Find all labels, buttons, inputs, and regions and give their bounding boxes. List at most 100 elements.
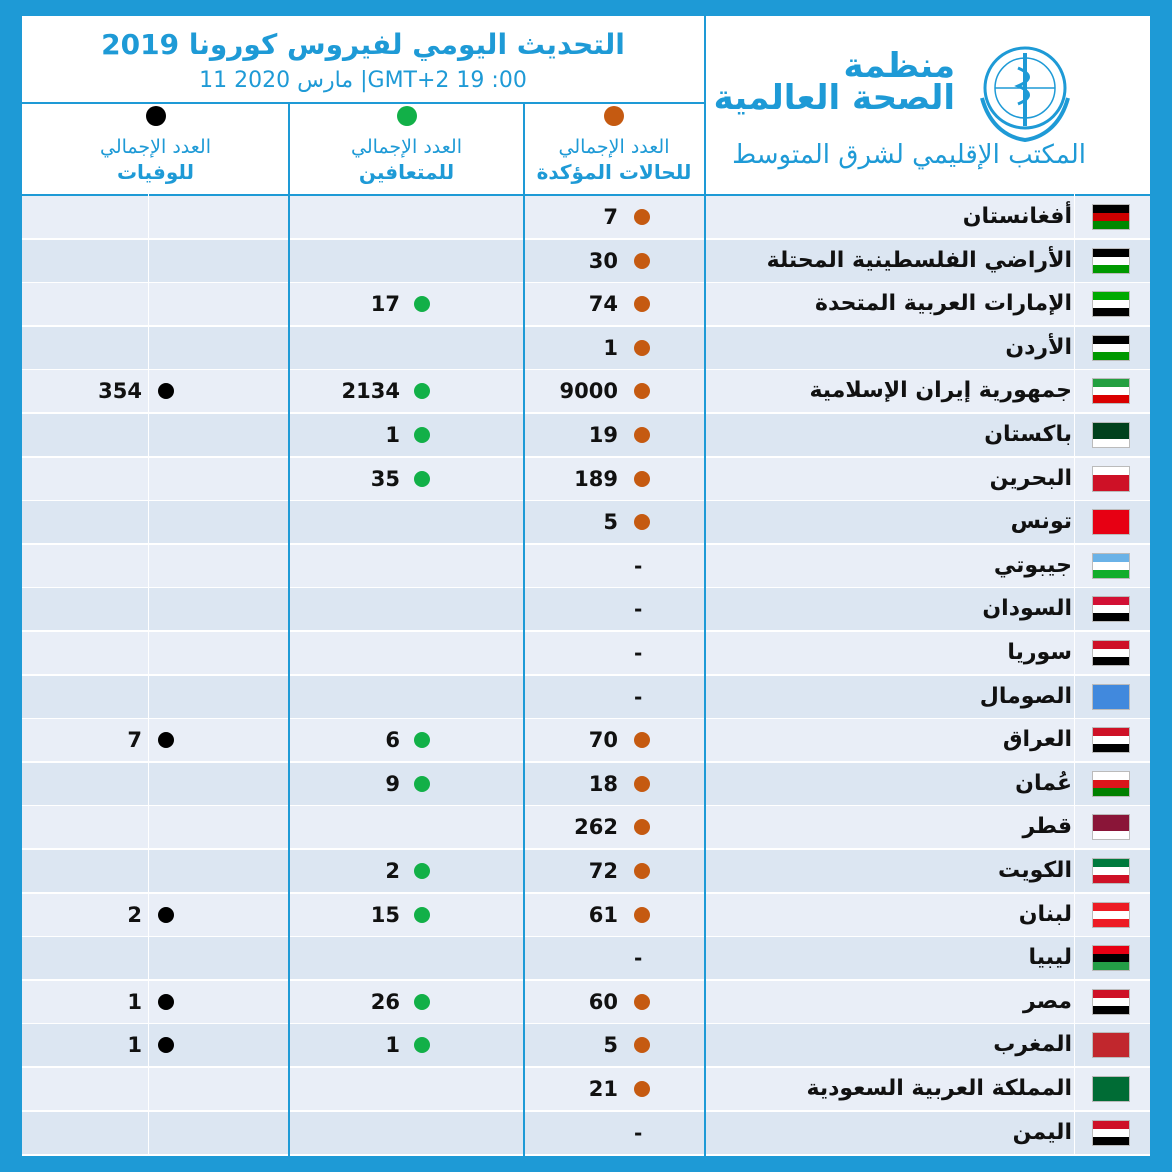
country-name: الكويت (998, 858, 1072, 883)
deaths-dot (158, 906, 174, 923)
flag-icon (1092, 204, 1130, 230)
flag-icon (1092, 552, 1130, 579)
confirmed-value: 5 (603, 1033, 618, 1058)
confirmed-value: 1 (603, 335, 618, 360)
country-name: جمهورية إيران الإسلامية (809, 378, 1072, 404)
confirmed-value: 262 (574, 815, 618, 840)
divider (288, 194, 290, 1156)
country-name: ليبيا (1028, 945, 1072, 971)
column-header-deaths: العدد الإجمالي للوفيات (22, 102, 289, 194)
who-emblem-icon (980, 46, 1070, 143)
recovered-value: 9 (385, 771, 400, 796)
table-row: تونس 5 (22, 501, 1150, 545)
flag-icon (1092, 814, 1130, 841)
country-name: تونس (1010, 509, 1072, 535)
table-row: جمهورية إيران الإسلامية 9000 2134 354 (22, 370, 1150, 414)
divider (148, 194, 149, 1156)
confirmed-dot (634, 383, 650, 400)
country-name: المغرب (993, 1032, 1072, 1058)
table-row: الكويت 72 2 (22, 850, 1150, 893)
table-row: اليمن - (22, 1111, 1150, 1155)
confirmed-value: 72 (588, 859, 618, 883)
confirmed-value: 9000 (559, 379, 618, 404)
flag-icon (1092, 1076, 1130, 1102)
table-row: جيبوتي - (22, 544, 1150, 588)
report-header: التحديث اليومي لفيروس كورونا 2019 11 مار… (22, 16, 1150, 196)
confirmed-dot (634, 732, 650, 749)
confirmed-value: - (634, 553, 643, 578)
table-row: الأردن 1 (22, 326, 1150, 370)
confirmed-value: 19 (588, 423, 618, 447)
recovered-dot (414, 1037, 430, 1054)
column-header-confirmed: العدد الإجمالي للحالات المؤكدة (524, 102, 704, 194)
country-name: الصومال (979, 683, 1072, 709)
deaths-legend-dot (145, 106, 166, 126)
table-row: أفغانستان 7 (22, 196, 1150, 239)
flag-icon (1092, 465, 1130, 492)
table-row: عُمان 18 9 (22, 762, 1150, 806)
recovered-value: 15 (370, 902, 400, 927)
report-timestamp: 11 مارس 2020 |GMT+2 19 :00 (199, 68, 527, 93)
country-name: المملكة العربية السعودية (806, 1076, 1072, 1101)
confirmed-dot (634, 427, 650, 443)
column-header-line1: العدد الإجمالي (351, 136, 462, 158)
confirmed-value: - (634, 597, 643, 622)
confirmed-dot (634, 1081, 650, 1097)
country-name: اليمن (1012, 1119, 1072, 1145)
divider (1074, 194, 1075, 1156)
confirmed-value: 21 (588, 1077, 618, 1101)
flag-icon (1092, 727, 1130, 754)
column-header-line1: العدد الإجمالي (100, 136, 211, 158)
org-region: المكتب الإقليمي لشرق المتوسط (732, 140, 1086, 170)
recovered-value: 2134 (341, 379, 400, 404)
confirmed-value: - (634, 1120, 643, 1145)
flag-icon (1092, 247, 1130, 274)
confirmed-value: 189 (574, 466, 618, 491)
table-row: السودان - (22, 588, 1150, 632)
flag-icon (1092, 378, 1130, 405)
country-name: أفغانستان (962, 204, 1072, 229)
recovered-legend-dot (396, 106, 417, 126)
table-row: الإمارات العربية المتحدة 74 17 (22, 283, 1150, 327)
country-name: الأراضي الفلسطينية المحتلة (766, 247, 1072, 273)
confirmed-legend-dot (604, 106, 624, 126)
confirmed-dot (634, 252, 650, 269)
table-row: المملكة العربية السعودية 21 (22, 1068, 1150, 1111)
table-row: الأراضي الفلسطينية المحتلة 30 (22, 239, 1150, 283)
column-header-line1: العدد الإجمالي (558, 136, 670, 158)
column-header-line2: للحالات المؤكدة (536, 160, 692, 184)
table-row: العراق 70 6 7 (22, 719, 1150, 763)
deaths-value: 354 (98, 379, 142, 404)
flag-icon (1092, 858, 1130, 884)
confirmed-value: - (634, 684, 643, 709)
flag-icon (1092, 596, 1130, 623)
deaths-value: 1 (127, 1033, 142, 1058)
table-row: لبنان 61 15 2 (22, 893, 1150, 937)
country-name: مصر (1023, 988, 1072, 1014)
confirmed-dot (634, 339, 650, 356)
table-row: سوريا - (22, 632, 1150, 675)
flag-icon (1092, 988, 1130, 1015)
deaths-value: 7 (127, 728, 142, 753)
confirmed-value: 70 (588, 728, 618, 753)
org-name-line2: الصحة العالمية (713, 78, 955, 118)
recovered-dot (414, 470, 430, 487)
confirmed-value: 60 (588, 989, 618, 1014)
divider (523, 102, 525, 194)
recovered-dot (414, 427, 430, 443)
divider (288, 102, 290, 194)
recovered-value: 2 (385, 859, 400, 883)
who-branding: منظمة الصحة العالمية المكتب الإقليمي لشر… (704, 16, 1150, 194)
table-row: الصومال - (22, 675, 1150, 719)
recovered-dot (414, 993, 430, 1010)
divider (704, 194, 706, 1156)
recovered-value: 26 (370, 989, 400, 1014)
confirmed-dot (634, 993, 650, 1010)
country-name: الإمارات العربية المتحدة (814, 291, 1072, 317)
recovered-dot (414, 732, 430, 749)
country-name: العراق (1002, 727, 1072, 753)
country-name: جيبوتي (993, 552, 1072, 578)
table-row: ليبيا - (22, 937, 1150, 981)
recovered-dot (414, 383, 430, 400)
flag-icon (1092, 770, 1130, 797)
